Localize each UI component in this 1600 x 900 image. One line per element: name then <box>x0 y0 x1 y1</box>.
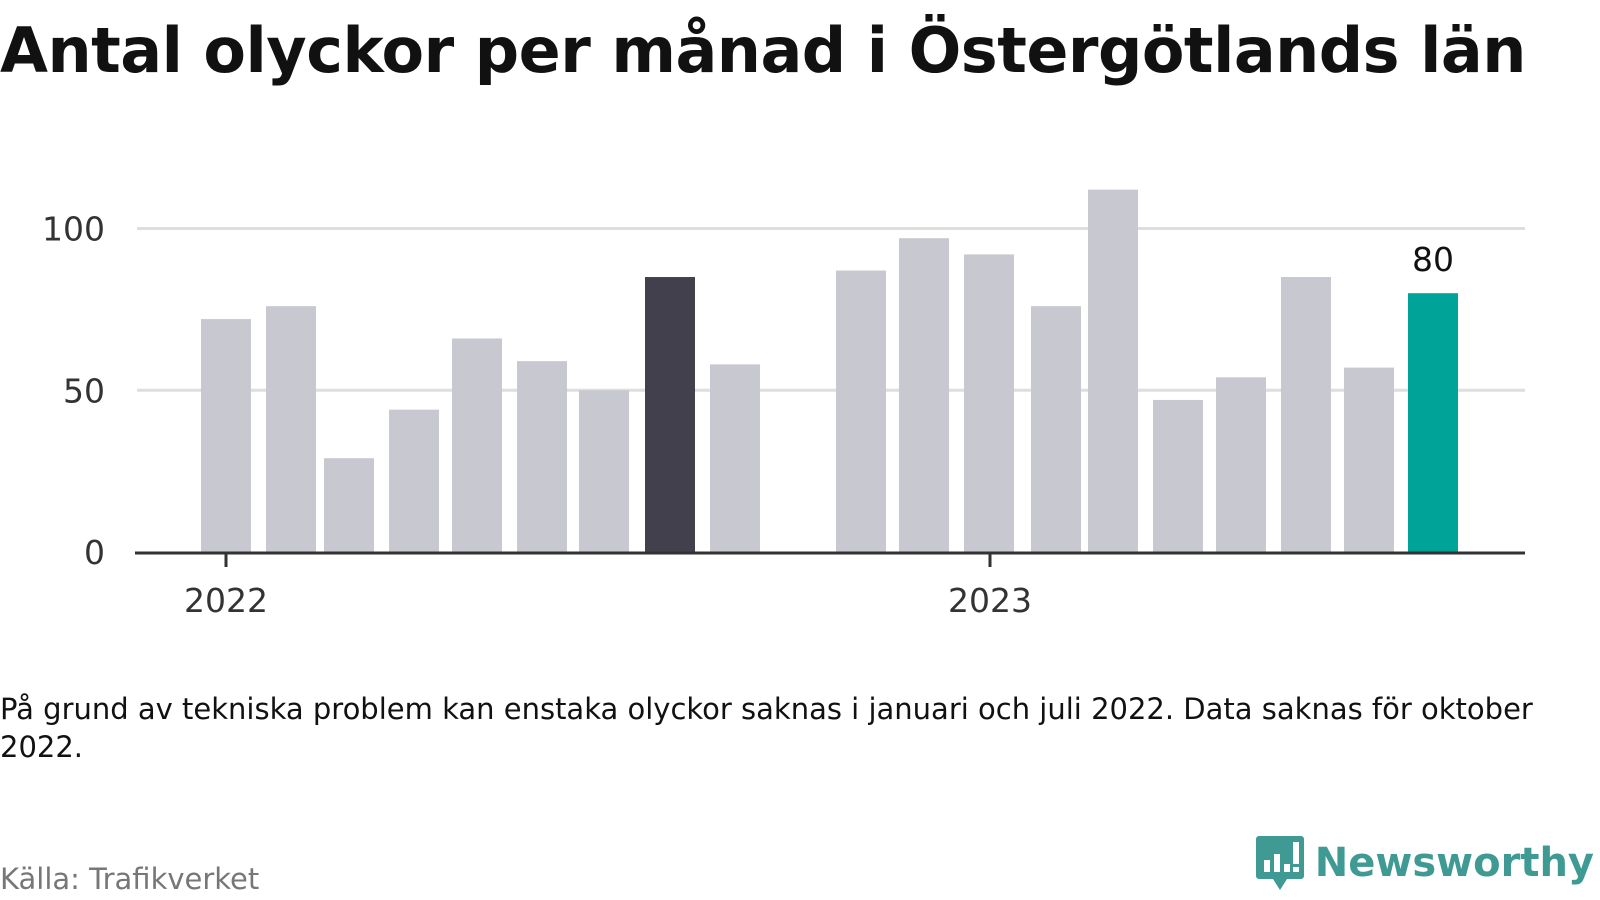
brand-name: Newsworthy <box>1314 840 1594 886</box>
y-tick-label-50: 50 <box>63 371 105 410</box>
newsworthy-logo-icon <box>1255 836 1304 890</box>
source-credit: Källa: Trafikverket <box>0 862 260 896</box>
data-labels: 80 <box>1412 240 1454 279</box>
x-axis: 2022 2023 <box>135 551 1525 620</box>
bar-2023-aug <box>1408 293 1458 552</box>
bar-2022-feb <box>266 306 316 552</box>
bar-chart: 0 50 100 2022 2023 80 <box>42 189 1525 620</box>
y-tick-label-0: 0 <box>84 533 105 572</box>
data-label-latest: 80 <box>1412 240 1454 279</box>
chart-title: Antal olyckor per månad i Östergötlands … <box>0 14 1526 87</box>
bar-2022-apr <box>389 409 439 552</box>
brand-logo[interactable]: Newsworthy <box>1255 834 1594 892</box>
bar-2023-jun <box>1281 277 1331 552</box>
y-tick-label-100: 100 <box>42 210 105 249</box>
chart-note: På grund av tekniska problem kan enstaka… <box>0 692 1533 764</box>
bar-2023-apr <box>1153 399 1203 552</box>
bar-2022-aug <box>645 277 695 552</box>
bar-2022-mar <box>324 458 374 552</box>
bar-2022-dec <box>899 238 949 552</box>
bar-2022-jul <box>579 390 629 552</box>
bar-2022-maj <box>452 338 502 552</box>
bar-2022-jan <box>201 319 251 552</box>
bar-2023-mar <box>1088 189 1138 552</box>
x-tick-label-2023: 2023 <box>948 581 1032 620</box>
bar-2022-jun <box>517 361 567 552</box>
bar-2022-nov <box>836 270 886 552</box>
bar-2022-sep <box>710 364 760 552</box>
x-tick-label-2022: 2022 <box>184 581 268 620</box>
bar-2023-maj <box>1216 377 1266 552</box>
bar-2023-jul <box>1344 367 1394 552</box>
bar-2023-jan <box>964 254 1014 552</box>
bar-2023-feb <box>1031 306 1081 552</box>
y-axis: 0 50 100 <box>42 210 105 573</box>
bars <box>201 189 1458 552</box>
